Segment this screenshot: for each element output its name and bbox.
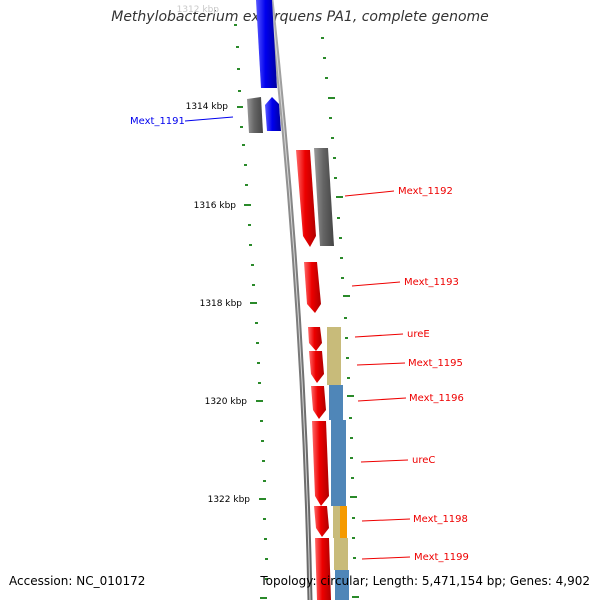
ruler-ticks-left <box>234 24 268 599</box>
gene-arrow-mext-1199[interactable] <box>315 538 331 600</box>
leader-mext-1192 <box>344 190 395 197</box>
leader-mext-1193 <box>351 281 401 287</box>
gene-arrow-mext-1196[interactable] <box>311 386 326 419</box>
gene-label-mext-1199[interactable]: Mext_1199 <box>414 552 469 563</box>
gene-label-mext-1195[interactable]: Mext_1195 <box>408 358 463 369</box>
ruler-label-1314: 1314 kbp <box>186 102 229 112</box>
minus-strand-features <box>247 0 281 133</box>
accession-text: Accession: NC_010172 <box>9 574 146 588</box>
gene-label-ureC[interactable]: ureC <box>412 455 435 466</box>
gene-label-mext-1191[interactable]: Mext_1191 <box>130 116 185 127</box>
leader-mext-1191 <box>184 116 234 122</box>
gene-arrow-ureC[interactable] <box>312 421 329 506</box>
leader-mext-1196 <box>357 397 407 402</box>
domain-khaki-3 <box>334 538 348 570</box>
gene-arrow-mext-1193[interactable] <box>304 262 321 313</box>
leader-mext-1195 <box>356 362 406 366</box>
gene-label-ureE[interactable]: ureE <box>407 329 430 340</box>
leader-ureC <box>360 459 409 463</box>
domain-orange <box>340 506 347 538</box>
genome-title: Methylobacterium extorquens PA1, complet… <box>111 9 489 25</box>
gene-arrow-mext-1198[interactable] <box>314 506 329 537</box>
gene-labels: Mext_1191 Mext_1192 Mext_1193 ureE Mext_… <box>130 116 469 563</box>
domain-blue-1 <box>329 385 343 420</box>
gene-arrow-mext-1192[interactable] <box>296 150 316 247</box>
ruler-label-1316: 1316 kbp <box>194 201 237 211</box>
gene-arrow-mext-1191[interactable] <box>265 97 281 131</box>
domain-blue-2 <box>331 420 346 506</box>
domain-blue-3 <box>335 570 349 600</box>
plus-strand-features <box>296 148 334 600</box>
pseudogene-gray-left[interactable] <box>247 97 263 133</box>
domain-blocks <box>327 327 349 600</box>
ruler-label-1318: 1318 kbp <box>200 299 243 309</box>
genome-backbone-highlight <box>270 0 311 600</box>
leader-mext-1199 <box>361 556 411 560</box>
gene-arrow-blue-top[interactable] <box>256 0 277 88</box>
gene-arrow-mext-1195[interactable] <box>309 351 324 383</box>
gene-label-mext-1192[interactable]: Mext_1192 <box>398 186 453 197</box>
ruler-label-1320: 1320 kbp <box>205 397 248 407</box>
pseudogene-gray-right[interactable] <box>314 148 334 246</box>
leader-mext-1198 <box>361 518 411 522</box>
gene-label-mext-1193[interactable]: Mext_1193 <box>404 277 459 288</box>
gene-arrow-ureE[interactable] <box>308 327 322 351</box>
leader-ureE <box>354 333 404 338</box>
gene-label-mext-1198[interactable]: Mext_1198 <box>413 514 468 525</box>
ruler-label-1312: 1312 kbp <box>177 5 220 15</box>
ruler-ticks-right <box>321 37 359 598</box>
ruler-label-1322: 1322 kbp <box>208 495 251 505</box>
domain-khaki-1 <box>327 327 341 385</box>
gene-label-mext-1196[interactable]: Mext_1196 <box>409 393 464 404</box>
label-leaders <box>184 116 411 560</box>
genome-backbone <box>268 0 313 600</box>
ruler-labels: 1312 kbp 1314 kbp 1316 kbp 1318 kbp 1320… <box>177 5 251 505</box>
topology-text: Topology: circular; Length: 5,471,154 bp… <box>260 574 590 588</box>
